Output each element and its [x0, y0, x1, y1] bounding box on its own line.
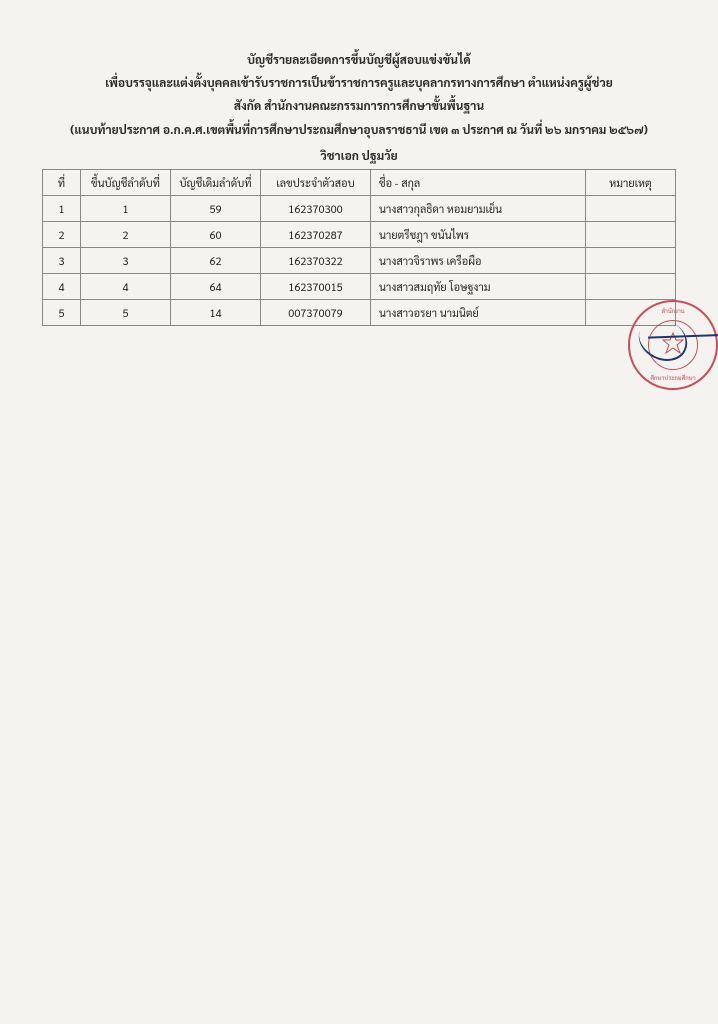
cell-orig: 60: [171, 221, 261, 247]
col-header-exam: เลขประจำตัวสอบ: [261, 169, 371, 195]
cell-rank: 3: [81, 247, 171, 273]
cell-note: [586, 195, 676, 221]
cell-orig: 62: [171, 247, 261, 273]
cell-orig: 59: [171, 195, 261, 221]
table-row: 1159162370300นางสาวกุลธิดา หอมยามเย็น: [43, 195, 676, 221]
col-header-no: ที่: [43, 169, 81, 195]
cell-rank: 2: [81, 221, 171, 247]
col-header-note: หมายเหตุ: [586, 169, 676, 195]
stamp-text-top: สำนักงาน: [661, 308, 684, 315]
cell-name: นางสาวสมฤทัย โอษฐงาม: [371, 273, 586, 299]
cell-rank: 4: [81, 273, 171, 299]
col-header-orig: บัญชีเดิมลำดับที่: [171, 169, 261, 195]
cell-exam: 162370300: [261, 195, 371, 221]
cell-rank: 1: [81, 195, 171, 221]
table-row: 3362162370322นางสาวจิราพร เครือผือ: [43, 247, 676, 273]
header-line-2: เพื่อบรรจุและแต่งตั้งบุคคลเข้ารับราชการเ…: [42, 73, 676, 92]
col-header-rank: ขึ้นบัญชีลำดับที่: [81, 169, 171, 195]
stamp-text-bottom: ศึกษาประถมศึกษา: [650, 375, 695, 382]
cell-orig: 64: [171, 273, 261, 299]
cell-exam: 162370322: [261, 247, 371, 273]
cell-name: นางสาวจิราพร เครือผือ: [371, 247, 586, 273]
cell-note: [586, 221, 676, 247]
cell-name: นางสาวอรยา นามนิตย์: [371, 299, 586, 325]
cell-exam: 162370015: [261, 273, 371, 299]
header-line-4: (แนบท้ายประกาศ อ.ก.ค.ศ.เขตพื้นที่การศึกษ…: [42, 120, 676, 139]
cell-name: นางสาวกุลธิดา หอมยามเย็น: [371, 195, 586, 221]
table-row: 5514007370079นางสาวอรยา นามนิตย์: [43, 299, 676, 325]
cell-exam: 007370079: [261, 299, 371, 325]
table-header-row: ที่ ขึ้นบัญชีลำดับที่ บัญชีเดิมลำดับที่ …: [43, 169, 676, 195]
cell-rank: 5: [81, 299, 171, 325]
table-row: 2260162370287นายตรีชฎา ขนันไพร: [43, 221, 676, 247]
cell-exam: 162370287: [261, 221, 371, 247]
subject-line: วิชาเอก ปฐมวัย: [42, 147, 676, 163]
cell-note: [586, 273, 676, 299]
header-line-1: บัญชีรายละเอียดการขึ้นบัญชีผู้สอบแข่งขัน…: [42, 50, 676, 69]
cell-no: 5: [43, 299, 81, 325]
cell-no: 2: [43, 221, 81, 247]
cell-orig: 14: [171, 299, 261, 325]
cell-no: 3: [43, 247, 81, 273]
results-table: ที่ ขึ้นบัญชีลำดับที่ บัญชีเดิมลำดับที่ …: [42, 169, 676, 326]
header-line-3: สังกัด สำนักงานคณะกรรมการการศึกษาขั้นพื้…: [42, 96, 676, 115]
cell-no: 1: [43, 195, 81, 221]
table-row: 4464162370015นางสาวสมฤทัย โอษฐงาม: [43, 273, 676, 299]
cell-note: [586, 247, 676, 273]
col-header-name: ชื่อ - สกุล: [371, 169, 586, 195]
cell-name: นายตรีชฎา ขนันไพร: [371, 221, 586, 247]
cell-no: 4: [43, 273, 81, 299]
document-header: บัญชีรายละเอียดการขึ้นบัญชีผู้สอบแข่งขัน…: [42, 50, 676, 139]
